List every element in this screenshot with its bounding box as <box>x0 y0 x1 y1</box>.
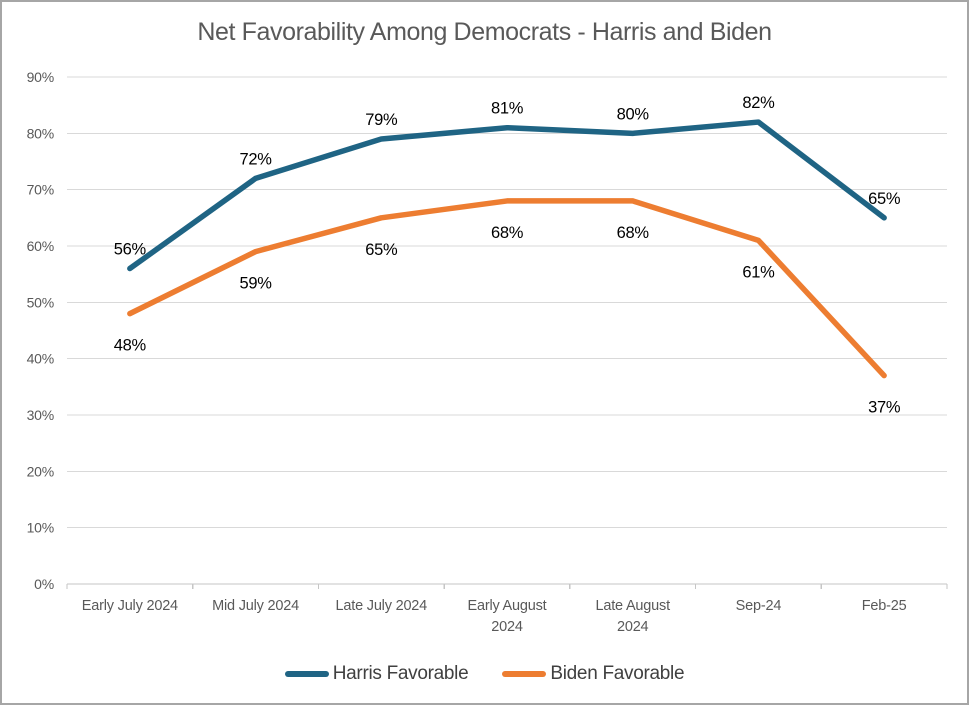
data-label: 37% <box>868 399 901 417</box>
x-axis-tick-label: Late August <box>596 598 671 614</box>
chart-legend: Harris Favorable Biden Favorable <box>2 654 967 694</box>
x-axis-tick-label: Sep-24 <box>736 598 782 614</box>
data-label: 48% <box>114 337 147 355</box>
data-label: 81% <box>491 100 524 118</box>
x-axis-tick-label: Late July 2024 <box>336 598 428 614</box>
y-axis-tick-label: 0% <box>34 576 54 592</box>
legend-item-biden: Biden Favorable <box>502 663 685 685</box>
series-line-harris <box>127 119 887 272</box>
x-axis-tick-label: 2024 <box>617 619 649 635</box>
data-label: 82% <box>742 94 775 112</box>
y-axis-tick-label: 50% <box>27 294 54 310</box>
legend-item-harris: Harris Favorable <box>284 663 469 685</box>
data-label: 59% <box>240 275 273 293</box>
data-label: 65% <box>365 241 398 259</box>
data-label: 79% <box>365 111 398 129</box>
y-axis-tick-label: 80% <box>27 125 54 141</box>
data-label: 72% <box>240 150 273 168</box>
x-axis-tick-label: Feb-25 <box>862 598 907 614</box>
x-axis-tick-label: 2024 <box>491 619 523 635</box>
biden-line-swatch-icon <box>502 671 547 677</box>
x-axis-tick-label: Mid July 2024 <box>212 598 299 614</box>
y-axis-tick-label: 70% <box>27 182 54 198</box>
data-label: 68% <box>491 224 524 242</box>
legend-label-harris: Harris Favorable <box>332 663 469 684</box>
data-label: 61% <box>742 263 775 281</box>
harris-line-swatch-icon <box>284 671 329 677</box>
y-axis-tick-label: 20% <box>27 463 54 479</box>
legend-label-biden: Biden Favorable <box>550 663 685 684</box>
chart-title: Net Favorability Among Democrats - Harri… <box>197 18 772 46</box>
y-axis-tick-label: 60% <box>27 238 54 254</box>
y-axis-tick-label: 10% <box>27 520 54 536</box>
y-axis-tick-label: 90% <box>27 69 54 85</box>
data-label: 65% <box>868 190 901 208</box>
series-line-biden <box>127 198 887 379</box>
data-label: 56% <box>114 241 147 259</box>
y-axis-tick-label: 30% <box>27 407 54 423</box>
data-label: 80% <box>617 105 650 123</box>
x-axis-tick-label: Early August <box>467 598 546 614</box>
y-axis-tick-label: 40% <box>27 351 54 367</box>
x-axis-tick-label: Early July 2024 <box>82 598 178 614</box>
data-label: 68% <box>617 224 650 242</box>
